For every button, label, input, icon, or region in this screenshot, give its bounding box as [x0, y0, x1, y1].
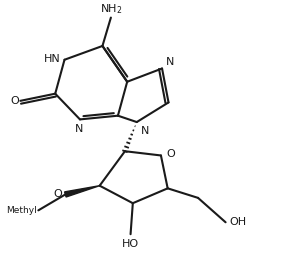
Text: Methyl: Methyl	[6, 206, 37, 215]
Text: HN: HN	[43, 54, 60, 64]
Text: N: N	[75, 124, 84, 134]
Text: N: N	[141, 126, 149, 136]
Polygon shape	[65, 186, 100, 197]
Text: N: N	[166, 57, 174, 67]
Text: O: O	[166, 148, 175, 158]
Text: NH$_2$: NH$_2$	[100, 2, 122, 16]
Text: HO: HO	[122, 239, 139, 249]
Text: O: O	[53, 189, 62, 199]
Text: O: O	[10, 96, 19, 106]
Text: OH: OH	[230, 217, 247, 227]
